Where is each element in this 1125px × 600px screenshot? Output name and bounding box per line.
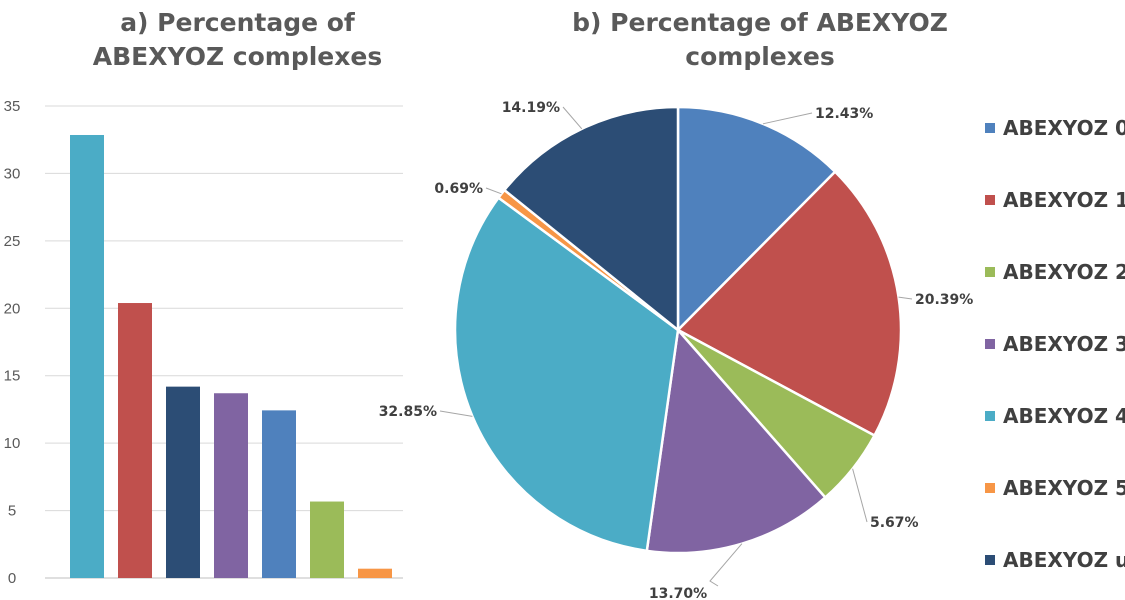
y-tick-label: 35 — [4, 98, 21, 115]
pie-chart: 12.43% 20.39% 5.67% 13.70% 32.85% 0.69% 14.19% — [379, 100, 974, 600]
legend-item-abexyoz-1: ABEXYOZ 1 — [985, 164, 1125, 236]
slice-label-abexyoz-5: 0.69% — [434, 181, 483, 197]
y-tick-label: 0 — [8, 570, 16, 587]
leader-line — [439, 410, 473, 417]
bar-abexyoz-1 — [118, 303, 152, 578]
legend-label: ABEXYOZ 2 — [1003, 260, 1125, 284]
leader-line — [852, 468, 868, 523]
slice-abexyoz-u — [503, 105, 680, 332]
y-tick-label: 30 — [4, 165, 21, 182]
bar-abexyoz-u — [166, 386, 200, 578]
y-tick-label: 20 — [4, 300, 21, 317]
slice-label-abexyoz-0: 12.43% — [815, 106, 873, 122]
legend-swatch — [985, 123, 995, 133]
legend-item-abexyoz-u: ABEXYOZ u — [985, 524, 1125, 596]
bar-abexyoz-5 — [358, 568, 392, 578]
legend-label: ABEXYOZ 3 — [1003, 332, 1125, 356]
slice-abexyoz-0 — [676, 105, 837, 332]
bar-abexyoz-0 — [262, 410, 296, 578]
y-tick-label: 5 — [8, 503, 16, 520]
leader-line — [762, 112, 813, 125]
legend-label: ABEXYOZ 4 — [1003, 404, 1125, 428]
y-tick-label: 25 — [4, 233, 21, 250]
slice-label-abexyoz-u: 14.19% — [502, 100, 560, 116]
legend-swatch — [985, 411, 995, 421]
pie-chart-title: b) Percentage of ABEXYOZ complexes — [572, 8, 948, 71]
slice-abexyoz-3 — [645, 328, 827, 555]
legend-item-abexyoz-3: ABEXYOZ 3 — [985, 308, 1125, 380]
legend-swatch — [985, 555, 995, 565]
legend-swatch — [985, 267, 995, 277]
slice-label-abexyoz-4: 32.85% — [379, 404, 437, 420]
bar-chart: 0 5 10 15 20 25 30 35 — [4, 98, 403, 587]
bar-abexyoz-2 — [310, 501, 344, 578]
bar-abexyoz-3 — [214, 393, 248, 578]
slice-label-abexyoz-2: 5.67% — [870, 515, 919, 531]
slice-label-abexyoz-3: 13.70% — [649, 586, 707, 600]
slice-label-abexyoz-1: 20.39% — [915, 292, 973, 308]
legend-item-abexyoz-5: ABEXYOZ 5 — [985, 452, 1125, 524]
leader-line — [709, 543, 743, 587]
legend-item-abexyoz-4: ABEXYOZ 4 — [985, 380, 1125, 452]
legend-swatch — [985, 483, 995, 493]
legend-label: ABEXYOZ u — [1003, 548, 1125, 572]
bar-chart-title: a) Percentage of ABEXYOZ complexes — [92, 8, 383, 71]
y-tick-label: 10 — [4, 435, 21, 452]
legend-item-abexyoz-0: ABEXYOZ 0 — [985, 92, 1125, 164]
leader-line — [562, 106, 583, 130]
pie-legend: ABEXYOZ 0 ABEXYOZ 1 ABEXYOZ 2 ABEXYOZ 3 ABEX… — [985, 92, 1125, 596]
legend-label: ABEXYOZ 1 — [1003, 188, 1125, 212]
y-tick-label: 15 — [4, 368, 21, 385]
bar-abexyoz-4 — [70, 134, 104, 578]
legend-item-abexyoz-2: ABEXYOZ 2 — [985, 236, 1125, 308]
legend-label: ABEXYOZ 5 — [1003, 476, 1125, 500]
leader-line — [898, 296, 913, 300]
legend-swatch — [985, 339, 995, 349]
slice-abexyoz-4 — [453, 196, 680, 553]
legend-swatch — [985, 195, 995, 205]
slice-abexyoz-1 — [676, 170, 903, 437]
leader-line — [485, 187, 502, 195]
legend-label: ABEXYOZ 0 — [1003, 116, 1125, 140]
